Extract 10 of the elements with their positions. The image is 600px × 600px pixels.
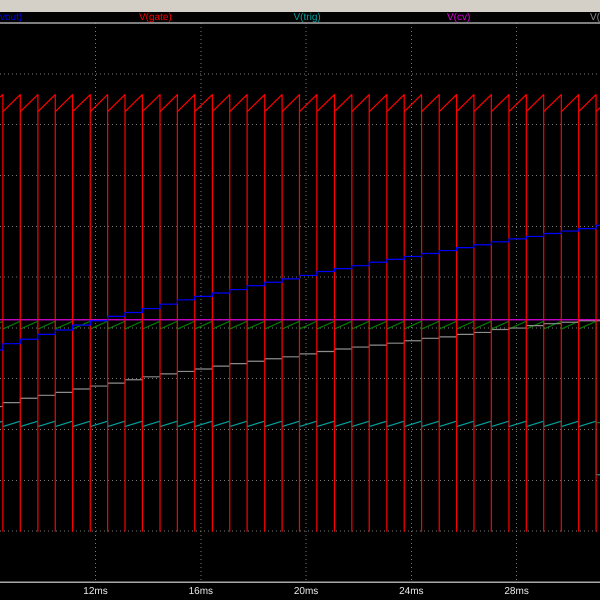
text: V(gate) [139,12,172,23]
text: V(cv) [447,12,470,23]
x-tick-label: 20ms [294,586,318,597]
x-tick-label: 24ms [399,586,424,597]
x-tick-label: 12ms [83,586,108,597]
x-tick-label: 16ms [188,586,214,597]
x-tick-label: 28ms [504,586,529,597]
text: V(trig) [294,12,321,23]
text: V( [590,12,600,23]
text: vout) [0,12,22,23]
